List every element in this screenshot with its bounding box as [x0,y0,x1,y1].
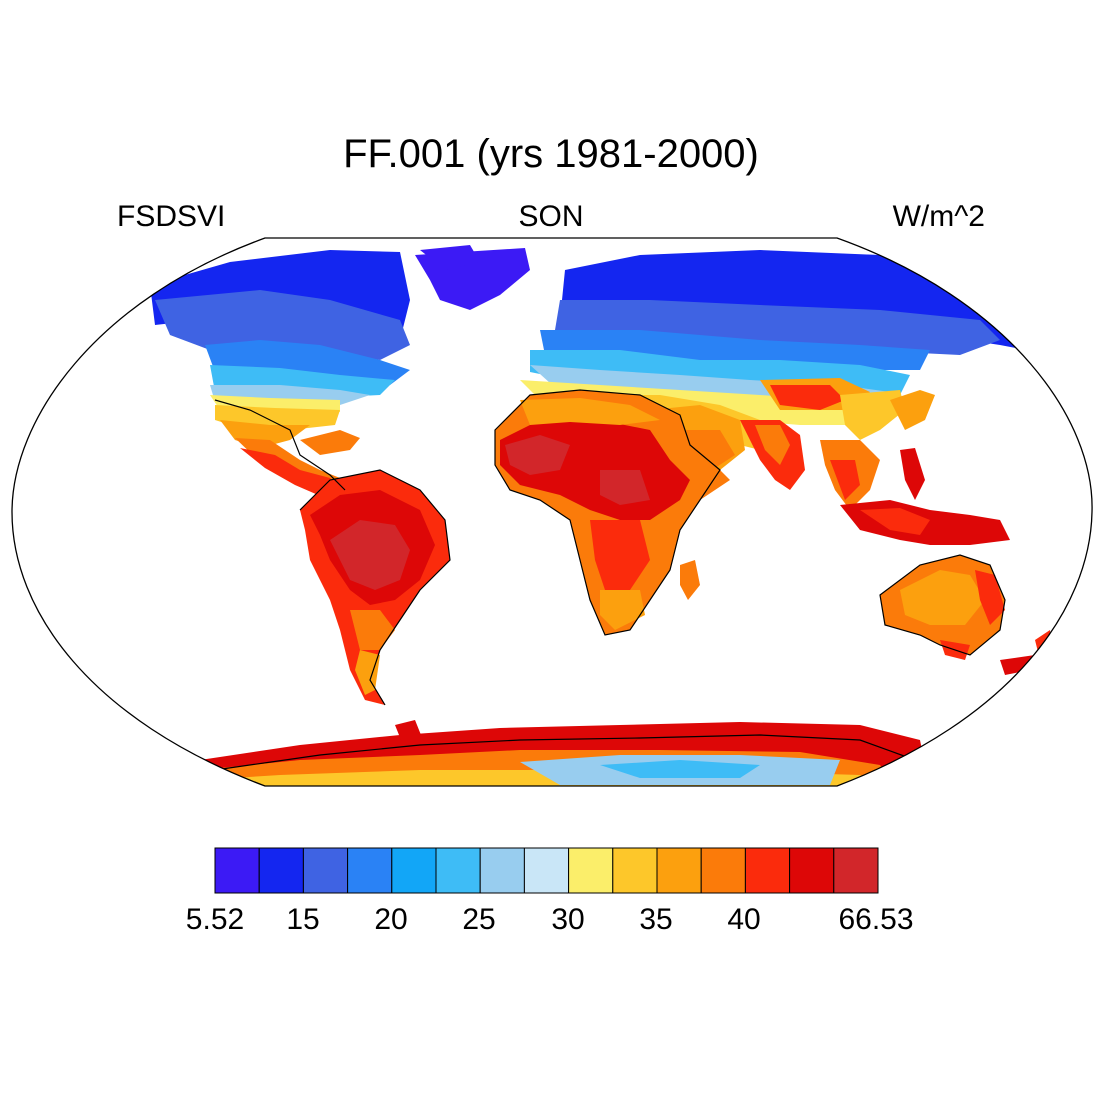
colorbar-box-1 [258,847,304,894]
colorbar-box-5 [435,847,481,894]
region-antarctica [200,720,930,786]
region-north-america [150,250,410,498]
colorbar-box-14 [833,847,879,894]
units-label: W/m^2 [892,200,985,233]
colorbar-box-9 [612,847,658,894]
season-label: SON [518,200,584,233]
colorbar-box-13 [789,847,835,894]
colorbar-box-7 [523,847,570,894]
region-indonesia [840,448,1010,545]
region-africa [495,390,730,635]
colorbar-box-11 [700,847,746,894]
colorbar-label: 5.52 [185,903,245,936]
colorbar-box-4 [391,847,437,894]
colorbar-box-8 [568,847,614,894]
region-south-america [300,470,450,705]
colorbar-box-10 [656,847,702,894]
colorbar-label: 66.53 [838,903,914,936]
colorbar-box-12 [744,847,791,894]
colorbar-box-2 [302,847,349,894]
region-greenland [415,245,530,310]
colorbar-box-0 [214,847,260,894]
colorbar-label: 25 [462,903,496,936]
colorbar-label: 35 [639,903,673,936]
colorbar-box-6 [479,847,525,894]
coastlines [214,389,1006,771]
plot-title: FF.001 (yrs 1981-2000) [343,132,759,176]
colorbar-label: 30 [551,903,585,936]
region-australia [880,555,1005,660]
colorbar-box-3 [347,847,393,894]
colorbar-label: 15 [286,903,320,936]
colorbar-label: 20 [374,903,408,936]
region-india-seasia [740,420,880,510]
colorbar-label: 40 [727,903,761,936]
variable-label: FSDSVI [117,200,226,233]
map-border [11,237,1093,787]
